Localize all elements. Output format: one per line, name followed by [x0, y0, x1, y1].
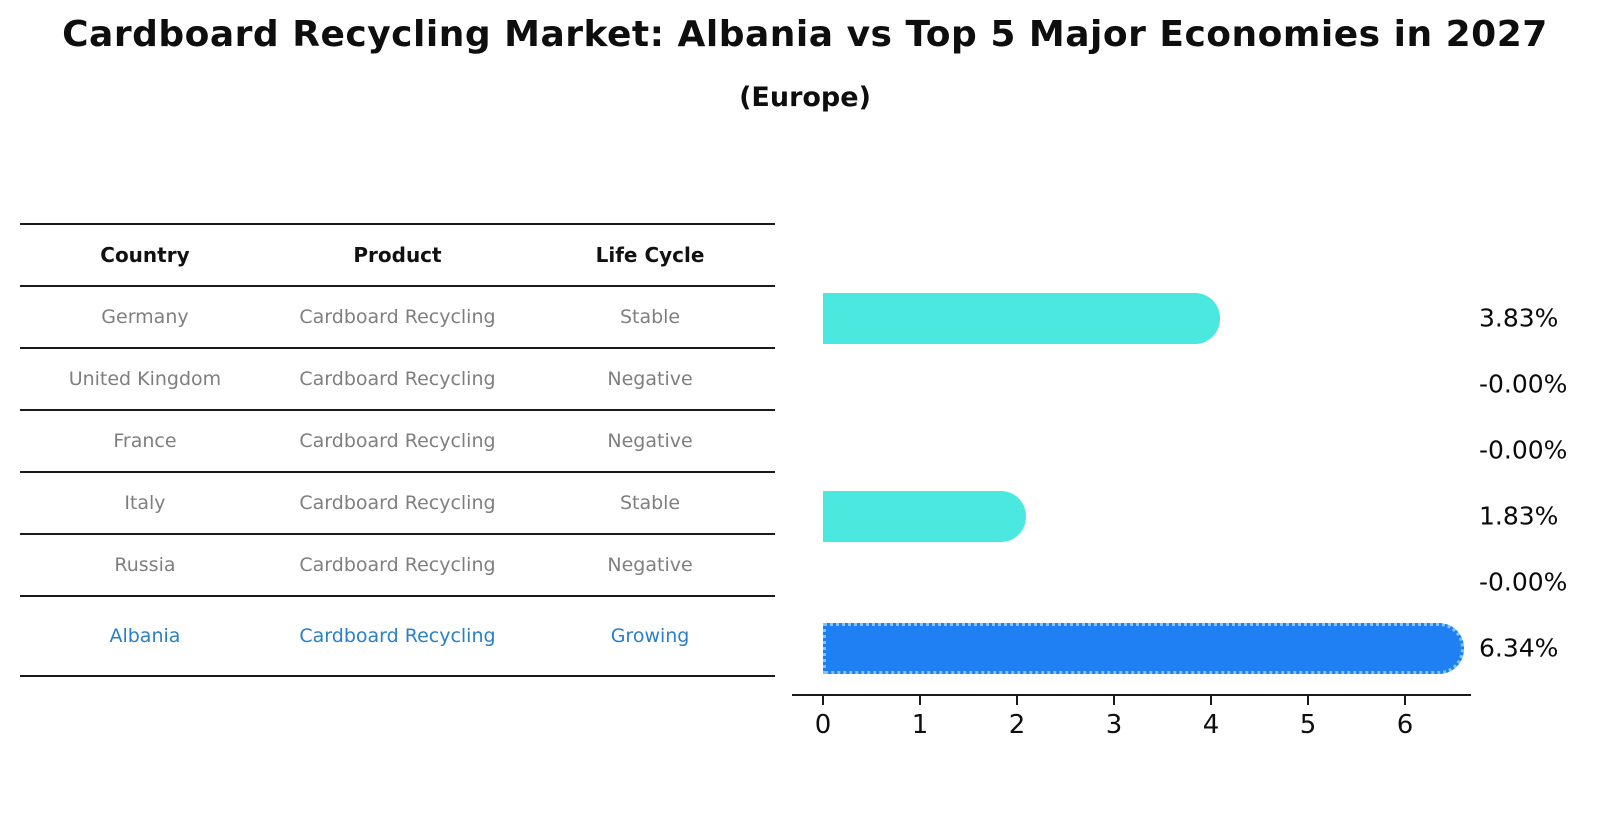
x-axis-tick-label-6: 6: [1396, 710, 1414, 740]
x-axis-tick-6: [1404, 696, 1407, 705]
table-row: Albania Cardboard Recycling Growing: [20, 596, 775, 676]
cell-life-cycle: Negative: [607, 554, 693, 576]
table-row: United Kingdom Cardboard Recycling Negat…: [20, 348, 775, 410]
table-row: Russia Cardboard Recycling Negative: [20, 534, 775, 596]
x-axis-tick-label-0: 0: [814, 710, 832, 740]
x-axis-tick-5: [1307, 696, 1310, 705]
cell-country: Italy: [124, 492, 166, 514]
bar-albania: [823, 622, 1464, 674]
bar-chart: 3.83% -0.00% -0.00% 1.83% -0.00% 6.34% 0 1 2 3 4 5 6: [792, 260, 1610, 760]
value-label-france: -0.00%: [1479, 435, 1568, 465]
x-axis-tick-label-1: 1: [911, 710, 929, 740]
column-header-life-cycle: Life Cycle: [595, 243, 705, 267]
value-label-albania: 6.34%: [1479, 633, 1559, 663]
cell-life-cycle: Stable: [619, 492, 681, 514]
cell-product: Cardboard Recycling: [299, 430, 496, 452]
cell-life-cycle: Stable: [619, 306, 681, 328]
x-axis-tick-1: [919, 696, 922, 705]
cell-country: Russia: [114, 554, 176, 576]
cell-country: United Kingdom: [68, 368, 222, 390]
value-label-russia: -0.00%: [1479, 567, 1568, 597]
page-subtitle: (Europe): [739, 82, 871, 113]
value-label-italy: 1.83%: [1479, 501, 1559, 531]
x-axis-tick-0: [822, 696, 825, 705]
cell-country: France: [113, 430, 177, 452]
value-label-united-kingdom: -0.00%: [1479, 369, 1568, 399]
country-info-table: Country Product Life Cycle Germany Cardb…: [20, 223, 775, 677]
cell-life-cycle: Negative: [607, 368, 693, 390]
table-row: Germany Cardboard Recycling Stable: [20, 286, 775, 348]
x-axis-tick-label-5: 5: [1299, 710, 1317, 740]
x-axis-tick-2: [1016, 696, 1019, 705]
cell-life-cycle: Negative: [607, 430, 693, 452]
cell-product: Cardboard Recycling: [299, 625, 496, 647]
page-title: Cardboard Recycling Market: Albania vs T…: [62, 14, 1548, 55]
bar-italy: [823, 490, 1027, 542]
cell-product: Cardboard Recycling: [299, 368, 496, 390]
x-axis-tick-label-2: 2: [1008, 710, 1026, 740]
table-row: Italy Cardboard Recycling Stable: [20, 472, 775, 534]
cell-product: Cardboard Recycling: [299, 492, 496, 514]
table-row: France Cardboard Recycling Negative: [20, 410, 775, 472]
x-axis-tick-label-3: 3: [1105, 710, 1123, 740]
value-label-germany: 3.83%: [1479, 303, 1559, 333]
column-header-product: Product: [353, 243, 442, 267]
cell-product: Cardboard Recycling: [299, 554, 496, 576]
cell-life-cycle: Growing: [610, 625, 690, 647]
table-header-row: Country Product Life Cycle: [20, 224, 775, 286]
column-header-country: Country: [100, 243, 190, 267]
cell-country: Albania: [109, 625, 181, 647]
bar-chart-plot: [792, 260, 1471, 696]
x-axis-tick-3: [1113, 696, 1116, 705]
cell-product: Cardboard Recycling: [299, 306, 496, 328]
cell-country: Germany: [101, 306, 189, 328]
x-axis-tick-label-4: 4: [1202, 710, 1220, 740]
x-axis-tick-4: [1210, 696, 1213, 705]
bar-germany: [823, 292, 1221, 344]
